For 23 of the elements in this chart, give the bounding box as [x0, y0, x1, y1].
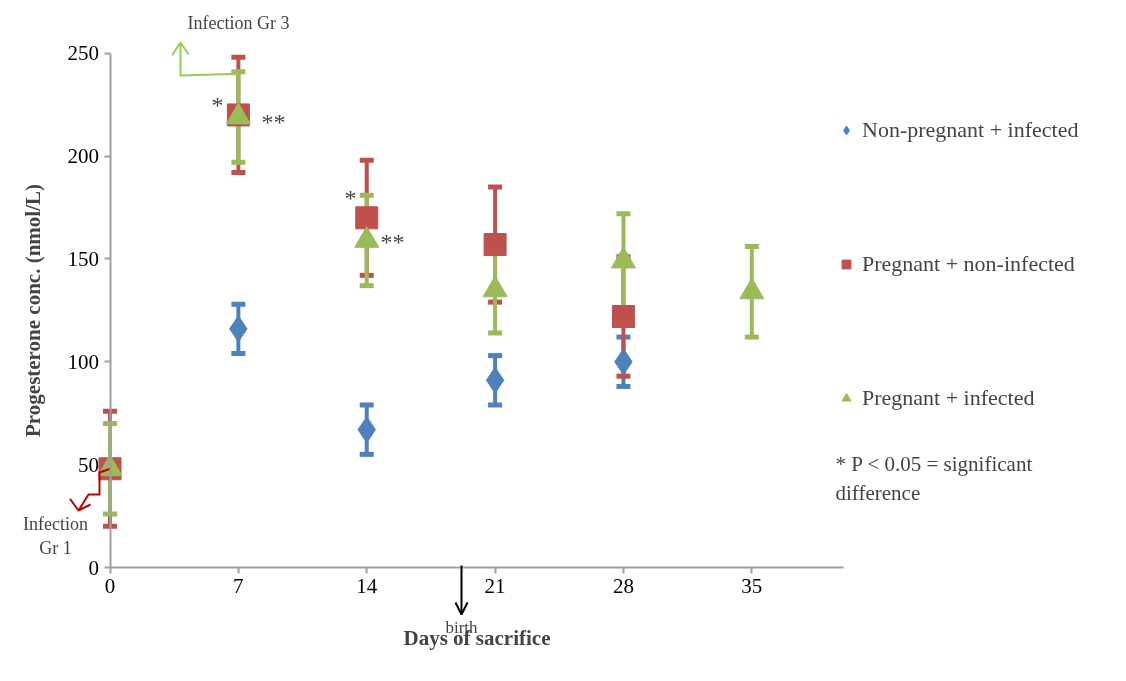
annotation: *	[211, 91, 224, 118]
x-tick-label: 0	[104, 573, 116, 598]
y-tick-label: 200	[67, 144, 99, 169]
legend-label: Non-pregnant + infected	[862, 117, 1079, 143]
y-tick-label: 100	[67, 349, 99, 374]
legend-label: Pregnant + non-infected	[862, 251, 1075, 277]
annotation: **	[380, 228, 405, 255]
annotation: **	[261, 108, 286, 135]
annotation: Infection Gr 3	[187, 12, 290, 33]
x-tick-label: 14	[356, 573, 378, 598]
legend-label: Pregnant + infected	[862, 385, 1035, 411]
annotation: *	[344, 184, 357, 211]
x-tick-label: 28	[612, 573, 634, 598]
y-tick-label: 250	[67, 41, 99, 66]
annotation: Infection Gr 1	[23, 513, 88, 558]
y-tick-label: 0	[88, 555, 99, 580]
x-tick-label: 21	[484, 573, 506, 598]
x-tick-label: 35	[741, 573, 763, 598]
y-tick-label: 50	[78, 452, 99, 477]
y-tick-label: 150	[67, 246, 99, 271]
annotation: * P < 0.05 = significant difference	[835, 452, 1033, 505]
x-tick-label: 7	[233, 573, 244, 598]
y-axis-title: Progesterone conc. (nmol/L)	[21, 184, 45, 437]
